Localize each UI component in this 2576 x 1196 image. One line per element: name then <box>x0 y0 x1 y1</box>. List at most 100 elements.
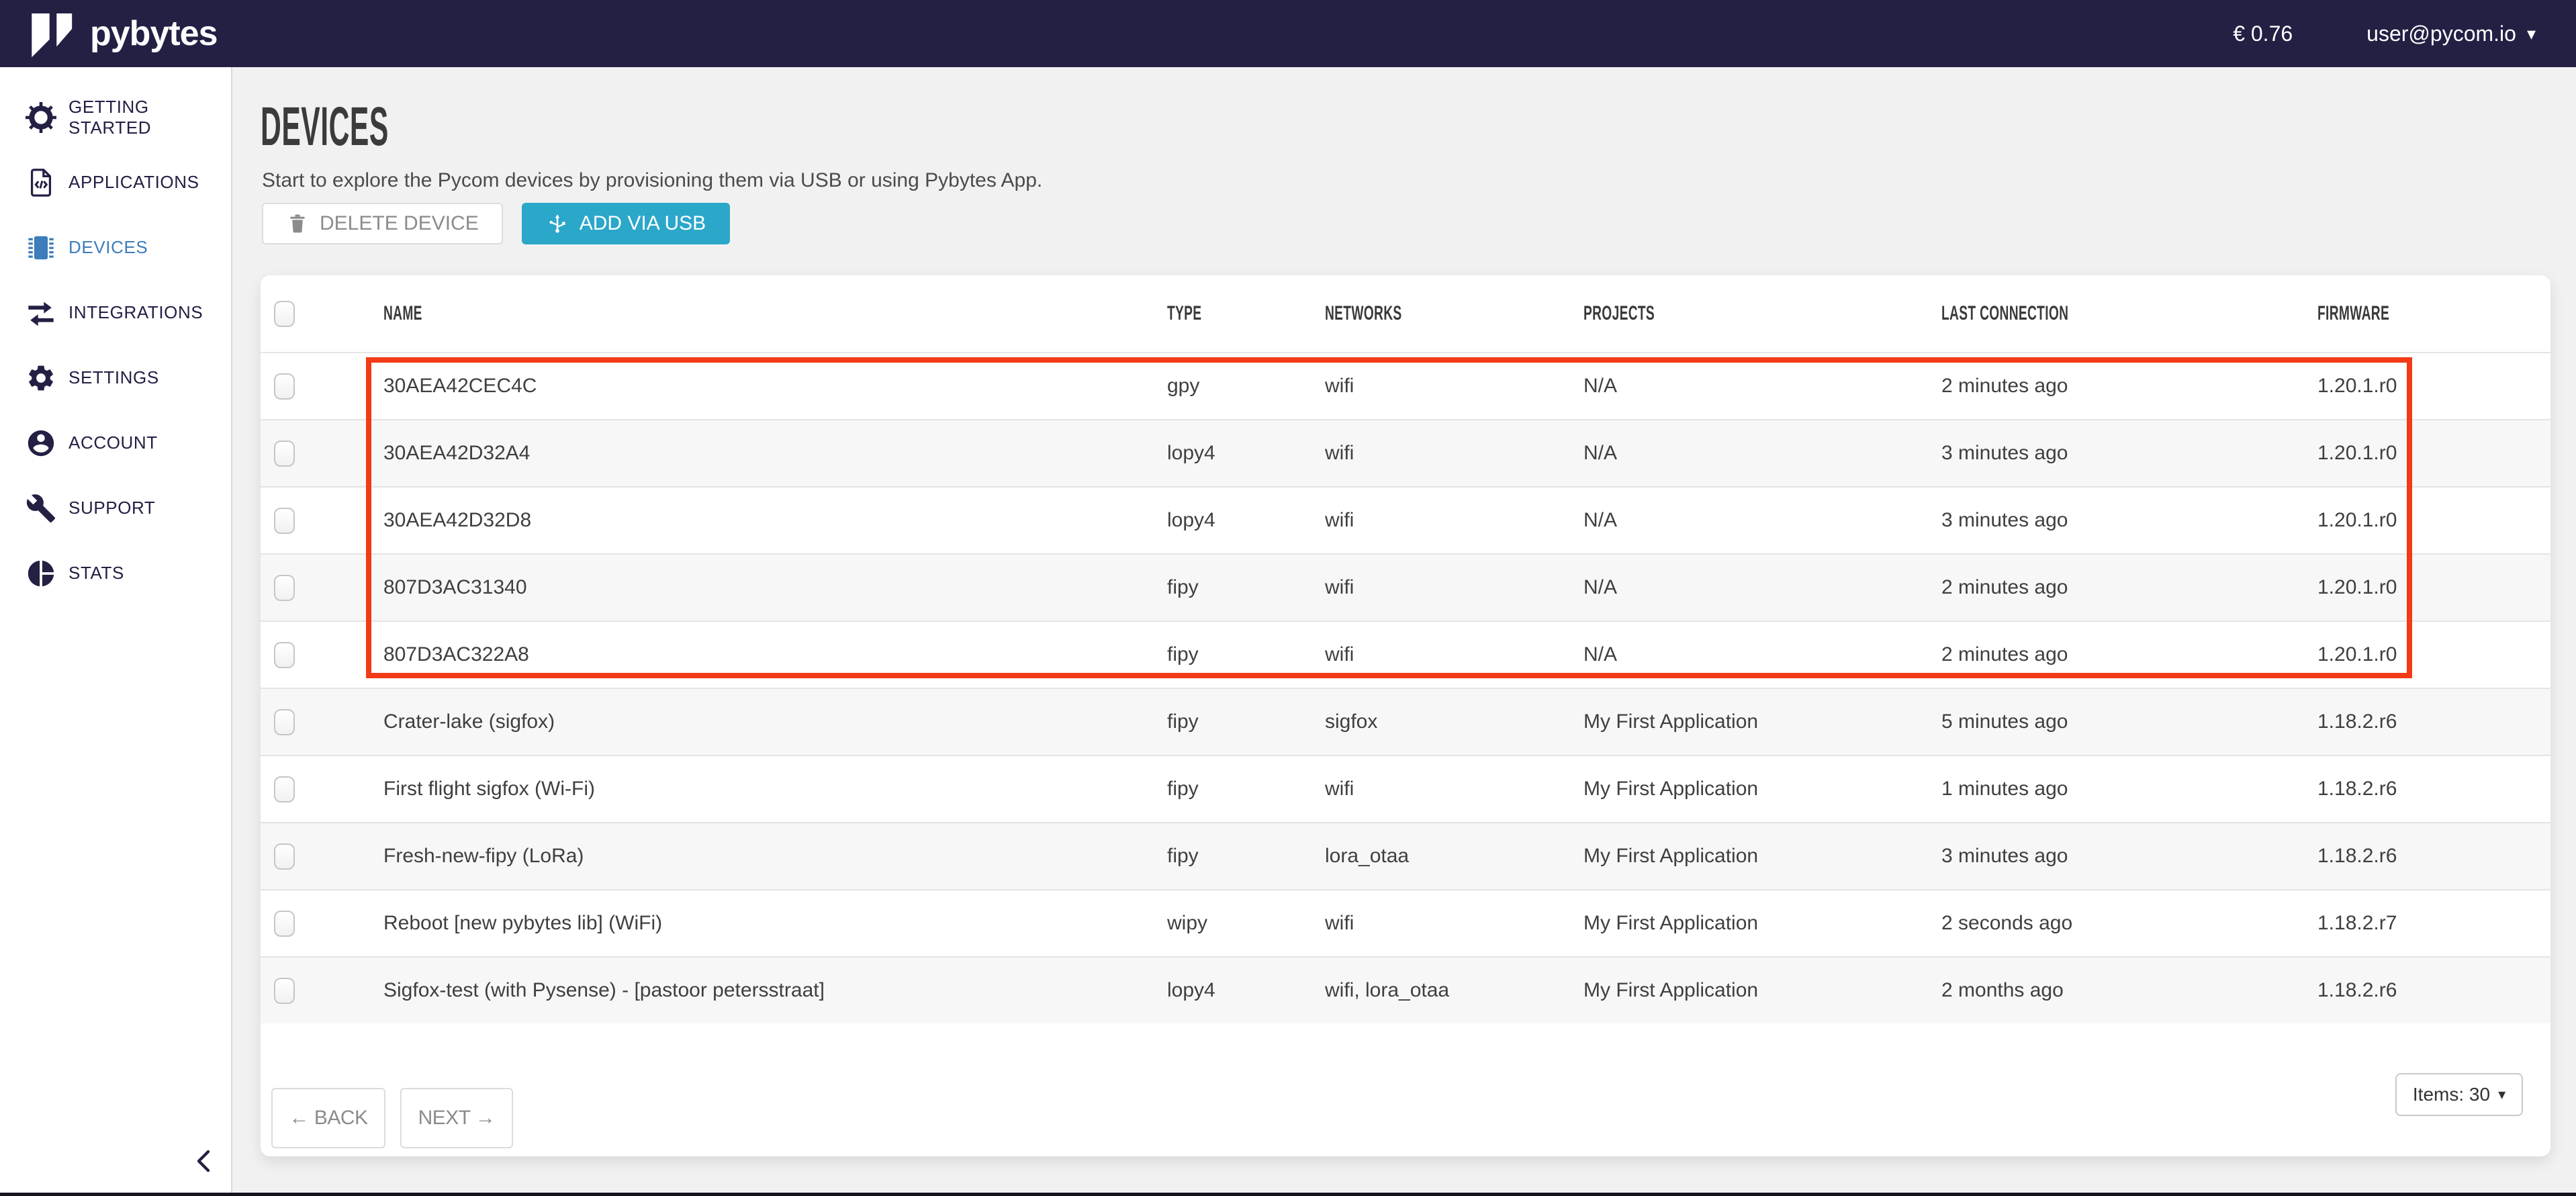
sidebar-item-label: SUPPORT <box>68 498 155 518</box>
pie-chart-icon <box>26 558 56 589</box>
device-last-connection: 3 minutes ago <box>1941 509 2317 532</box>
device-projects: My First Application <box>1583 778 1941 800</box>
back-button[interactable]: ← BACK <box>271 1088 385 1148</box>
device-name: 30AEA42D32D8 <box>383 509 1167 532</box>
table-row[interactable]: 30AEA42D32D8 lopy4 wifi N/A 3 minutes ag… <box>261 486 2550 553</box>
row-checkbox[interactable] <box>274 843 295 870</box>
device-networks: sigfox <box>1325 710 1583 733</box>
wrench-icon <box>26 493 56 524</box>
device-networks: wifi, lora_otaa <box>1325 979 1583 1002</box>
device-firmware: 1.20.1.r0 <box>2317 442 2550 465</box>
items-per-page-dropdown[interactable]: Items: 30 ▾ <box>2395 1073 2523 1116</box>
table-row[interactable]: 30AEA42D32A4 lopy4 wifi N/A 3 minutes ag… <box>261 419 2550 486</box>
device-firmware: 1.18.2.r7 <box>2317 912 2550 935</box>
sidebar-item-label: SETTINGS <box>68 367 159 388</box>
brand-name: pybytes <box>90 13 218 54</box>
device-firmware: 1.18.2.r6 <box>2317 710 2550 733</box>
gear-icon <box>26 363 56 394</box>
device-networks: lora_otaa <box>1325 845 1583 868</box>
table-row[interactable]: First flight sigfox (Wi-Fi) fipy wifi My… <box>261 755 2550 822</box>
column-header-firmware: FIRMWARE <box>2317 302 2550 325</box>
account-balance[interactable]: € 0.76 <box>2233 21 2293 46</box>
device-firmware: 1.20.1.r0 <box>2317 576 2550 599</box>
device-firmware: 1.20.1.r0 <box>2317 375 2550 398</box>
device-projects: N/A <box>1583 643 1941 666</box>
arrows-exchange-icon <box>26 297 56 328</box>
next-button[interactable]: NEXT → <box>400 1088 513 1148</box>
code-document-icon <box>26 167 56 198</box>
sidebar-item-devices[interactable]: DEVICES <box>0 215 231 280</box>
add-via-usb-button[interactable]: ADD VIA USB <box>522 203 730 244</box>
table-row[interactable]: Reboot [new pybytes lib] (WiFi) wipy wif… <box>261 889 2550 956</box>
device-projects: My First Application <box>1583 979 1941 1002</box>
toolbar: DELETE DEVICE ADD VIA USB <box>262 203 730 244</box>
main-content: DEVICES Start to explore the Pycom devic… <box>234 67 2576 1196</box>
column-header-last-connection: LAST CONNECTION <box>1941 302 2317 325</box>
device-last-connection: 5 minutes ago <box>1941 710 2317 733</box>
sidebar-item-support[interactable]: SUPPORT <box>0 475 231 541</box>
screen-bottom-edge <box>0 1193 2576 1196</box>
device-last-connection: 2 minutes ago <box>1941 375 2317 398</box>
device-type: fipy <box>1167 845 1325 868</box>
device-last-connection: 1 minutes ago <box>1941 778 2317 800</box>
table-row[interactable]: 807D3AC31340 fipy wifi N/A 2 minutes ago… <box>261 553 2550 620</box>
device-type: lopy4 <box>1167 979 1325 1002</box>
row-checkbox[interactable] <box>274 911 295 937</box>
usb-icon <box>546 212 569 235</box>
device-networks: wifi <box>1325 643 1583 666</box>
table-row[interactable]: 30AEA42CEC4C gpy wifi N/A 2 minutes ago … <box>261 352 2550 419</box>
sidebar-item-label: DEVICES <box>68 237 148 258</box>
row-checkbox[interactable] <box>274 575 295 601</box>
trash-icon <box>286 212 309 235</box>
sidebar-item-label: STATS <box>68 563 124 584</box>
sidebar-item-integrations[interactable]: INTEGRATIONS <box>0 280 231 345</box>
device-projects: N/A <box>1583 576 1941 599</box>
sidebar-item-account[interactable]: ACCOUNT <box>0 410 231 475</box>
delete-device-button[interactable]: DELETE DEVICE <box>262 203 503 244</box>
device-networks: wifi <box>1325 576 1583 599</box>
sidebar-item-label: APPLICATIONS <box>68 172 199 193</box>
device-last-connection: 3 minutes ago <box>1941 442 2317 465</box>
device-type: wipy <box>1167 912 1325 935</box>
device-projects: N/A <box>1583 375 1941 398</box>
pybytes-logo[interactable]: pybytes <box>28 9 218 58</box>
user-circle-icon <box>26 428 56 459</box>
sidebar-item-label: ACCOUNT <box>68 432 158 453</box>
row-checkbox[interactable] <box>274 776 295 802</box>
device-name: Sigfox-test (with Pysense) - [pastoor pe… <box>383 979 1167 1002</box>
table-row[interactable]: Crater-lake (sigfox) fipy sigfox My Firs… <box>261 688 2550 755</box>
row-checkbox[interactable] <box>274 709 295 735</box>
row-checkbox[interactable] <box>274 373 295 400</box>
sidebar-item-stats[interactable]: STATS <box>0 541 231 606</box>
sidebar-item-label: GETTING STARTED <box>68 97 231 138</box>
table-row[interactable]: Fresh-new-fipy (LoRa) fipy lora_otaa My … <box>261 822 2550 889</box>
sun-icon <box>26 102 56 133</box>
table-row[interactable]: 807D3AC322A8 fipy wifi N/A 2 minutes ago… <box>261 620 2550 688</box>
row-checkbox[interactable] <box>274 642 295 668</box>
items-per-page-label: Items: 30 <box>2413 1084 2490 1105</box>
device-projects: N/A <box>1583 442 1941 465</box>
sidebar-item-settings[interactable]: SETTINGS <box>0 345 231 410</box>
sidebar-item-getting-started[interactable]: GETTING STARTED <box>0 85 231 150</box>
device-networks: wifi <box>1325 375 1583 398</box>
device-type: lopy4 <box>1167 509 1325 532</box>
chevron-left-icon <box>189 1145 222 1177</box>
device-name: First flight sigfox (Wi-Fi) <box>383 778 1167 800</box>
topbar: pybytes € 0.76 user@pycom.io ▾ <box>0 0 2576 67</box>
sidebar-item-applications[interactable]: APPLICATIONS <box>0 150 231 215</box>
device-type: fipy <box>1167 643 1325 666</box>
device-firmware: 1.20.1.r0 <box>2317 509 2550 532</box>
row-checkbox[interactable] <box>274 978 295 1004</box>
select-all-checkbox[interactable] <box>274 301 295 327</box>
row-checkbox[interactable] <box>274 508 295 534</box>
device-name: Reboot [new pybytes lib] (WiFi) <box>383 912 1167 935</box>
device-name: 30AEA42D32A4 <box>383 442 1167 465</box>
sidebar-collapse-button[interactable] <box>189 1145 222 1177</box>
row-checkbox[interactable] <box>274 441 295 467</box>
device-name: Crater-lake (sigfox) <box>383 710 1167 733</box>
device-projects: N/A <box>1583 509 1941 532</box>
device-type: gpy <box>1167 375 1325 398</box>
table-row[interactable]: Sigfox-test (with Pysense) - [pastoor pe… <box>261 956 2550 1023</box>
user-menu[interactable]: user@pycom.io ▾ <box>2366 21 2536 46</box>
device-networks: wifi <box>1325 442 1583 465</box>
